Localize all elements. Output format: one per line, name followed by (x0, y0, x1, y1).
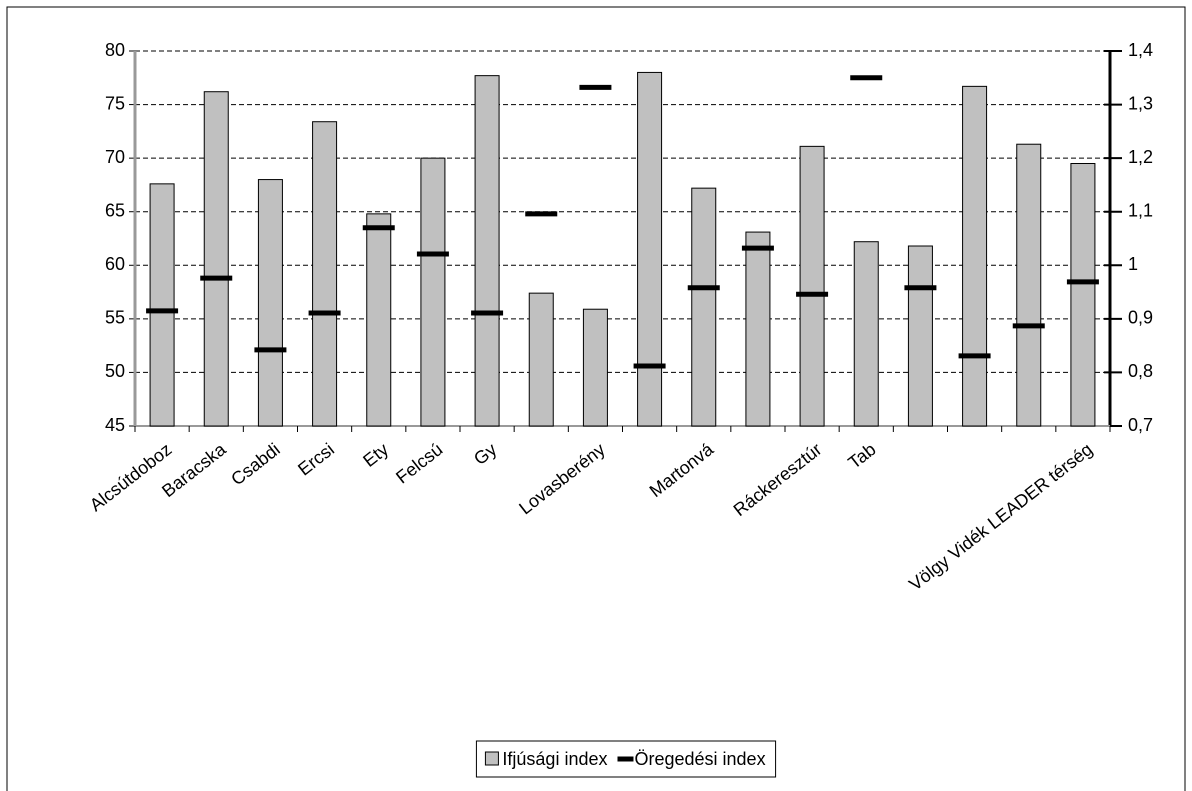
bar (1070, 163, 1096, 427)
y-tick-label: 45 (105, 415, 125, 435)
bar (149, 183, 175, 427)
legend: Ifjúsági index Öregedési index (475, 740, 777, 778)
bar (637, 71, 663, 427)
bar (799, 145, 825, 427)
bar (257, 179, 283, 427)
bar (907, 245, 933, 427)
y2-tick-label: 1 (1128, 254, 1138, 274)
bar (420, 157, 446, 427)
bar (691, 187, 717, 427)
y-tick-label: 75 (105, 93, 125, 113)
legend-label: Ifjúsági index (502, 749, 607, 769)
y2-tick-label: 1,2 (1128, 147, 1153, 167)
bar (582, 308, 608, 427)
bar (366, 213, 392, 427)
bar (312, 121, 338, 427)
bar (528, 292, 554, 427)
y2-tick-label: 0,7 (1128, 415, 1153, 435)
legend-label: Öregedési index (634, 749, 765, 769)
bar (474, 75, 500, 427)
y2-tick-label: 1,1 (1128, 200, 1153, 220)
y2-tick-label: 0,8 (1128, 361, 1153, 381)
y2-tick-label: 0,9 (1128, 308, 1153, 328)
y-tick-label: 80 (105, 40, 125, 60)
y-tick-label: 65 (105, 200, 125, 220)
bar (1016, 143, 1042, 427)
y2-tick-label: 1,3 (1128, 93, 1153, 113)
bar (962, 85, 988, 427)
bar (203, 91, 229, 427)
legend-swatch (484, 751, 499, 766)
bar (745, 231, 771, 427)
y-tick-label: 70 (105, 147, 125, 167)
y2-tick-label: 1,4 (1128, 40, 1153, 60)
y-tick-label: 50 (105, 361, 125, 381)
y-tick-label: 55 (105, 308, 125, 328)
bar (853, 241, 879, 427)
y-tick-label: 60 (105, 254, 125, 274)
